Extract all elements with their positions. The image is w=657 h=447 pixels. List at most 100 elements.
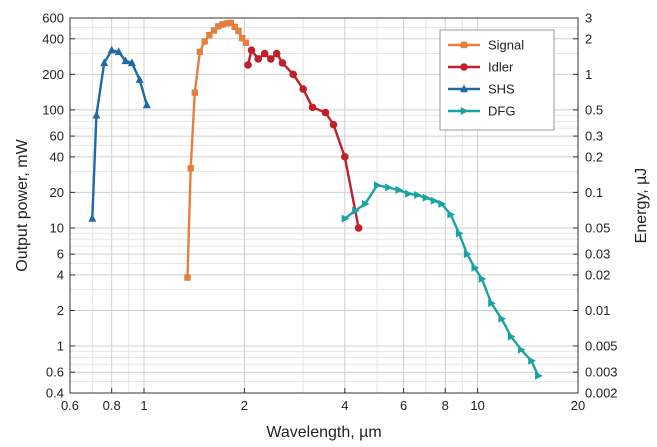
data-point-dfg	[463, 250, 472, 259]
y-tick-label: 100	[42, 102, 64, 117]
data-point-shs	[100, 58, 109, 67]
y2-tick-label: 0.2	[585, 149, 603, 164]
data-point-dfg	[471, 263, 480, 272]
legend-label-idler: Idler	[488, 60, 514, 75]
legend-item-signal: Signal	[448, 38, 524, 53]
data-point-dfg	[498, 314, 507, 323]
data-point-shs	[107, 45, 116, 54]
y2-tick-label: 1	[585, 67, 592, 82]
data-point-shs	[92, 110, 101, 119]
y-tick-label: 4	[57, 267, 64, 282]
y-tick-label: 40	[50, 149, 64, 164]
series-signal	[184, 19, 250, 281]
x-tick-label: 1	[140, 398, 147, 413]
data-point-signal	[239, 34, 246, 42]
series-shs	[88, 45, 151, 222]
legend-label-dfg: DFG	[488, 104, 515, 119]
data-point-dfg	[507, 332, 516, 341]
data-point-idler	[341, 153, 349, 161]
x-axis-title: Wavelength, µm	[266, 424, 381, 441]
series-idler	[244, 46, 363, 232]
data-point-dfg	[405, 189, 413, 198]
data-point-signal	[187, 165, 194, 172]
y2-tick-label: 0.01	[585, 303, 610, 318]
series-line-dfg	[344, 183, 540, 377]
data-point-shs	[127, 58, 136, 67]
data-point-signal	[231, 23, 238, 31]
data-point-dfg	[447, 210, 456, 219]
x-tick-label: 10	[470, 398, 484, 413]
data-point-dfg	[528, 356, 536, 365]
x-tick-label: 6	[400, 398, 407, 413]
data-point-shs	[135, 75, 144, 83]
y2-tick-label: 0.03	[585, 247, 610, 262]
plot-frame	[69, 17, 579, 394]
data-point-signal	[235, 27, 242, 35]
data-point-signal	[210, 27, 218, 34]
data-point-dfg	[455, 229, 464, 238]
legend-marker-dfg	[460, 107, 469, 115]
data-point-signal	[184, 274, 191, 281]
y-tick-label: 400	[42, 31, 64, 46]
data-point-idler	[278, 59, 287, 67]
data-point-signal	[215, 23, 222, 30]
x-tick-label: 0.6	[61, 398, 79, 413]
y-axis-title: Output power, mW	[14, 138, 31, 271]
data-point-shs	[88, 214, 97, 222]
x-tick-label: 0.8	[103, 398, 121, 413]
data-point-idler	[267, 55, 275, 63]
data-point-shs	[114, 47, 123, 56]
data-point-dfg	[373, 181, 382, 190]
x-tick-label: 20	[571, 398, 585, 413]
y2-tick-label: 0.1	[585, 185, 603, 200]
data-point-dfg	[438, 199, 447, 208]
y-tick-label: 60	[50, 129, 64, 144]
y-tick-label: 200	[42, 67, 64, 82]
data-point-dfg	[430, 196, 439, 205]
x-tick-label: 2	[241, 398, 248, 413]
data-point-signal	[206, 31, 213, 39]
legend-marker-signal	[460, 41, 468, 49]
data-point-dfg	[422, 193, 431, 202]
y-tick-label: 600	[42, 11, 64, 26]
y-tick-label: 2	[57, 303, 64, 318]
y2-tick-label: 0.002	[585, 386, 618, 401]
y2-tick-label: 0.003	[585, 365, 618, 380]
data-point-signal	[196, 48, 204, 56]
data-point-signal	[201, 38, 208, 45]
legend-item-idler: Idler	[448, 60, 514, 75]
data-point-dfg	[535, 371, 543, 380]
y-tick-label: 1	[57, 339, 64, 354]
data-point-idler	[272, 49, 281, 58]
data-point-signal	[242, 39, 250, 46]
data-point-dfg	[341, 214, 350, 223]
data-point-idler	[299, 85, 307, 93]
data-point-dfg	[414, 191, 422, 200]
legend-item-dfg: DFG	[448, 104, 515, 119]
series-dfg	[341, 181, 543, 380]
data-point-shs	[121, 56, 130, 65]
y-tick-label: 0.6	[46, 365, 64, 380]
data-point-dfg	[395, 185, 404, 194]
y-tick-label: 20	[50, 185, 64, 200]
data-point-dfg	[488, 299, 496, 308]
y-tick-label: 10	[50, 220, 64, 235]
legend-label-shs: SHS	[488, 82, 515, 97]
data-point-idler	[329, 120, 338, 129]
data-point-idler	[254, 55, 263, 63]
y2-tick-label: 0.005	[585, 339, 618, 354]
y-tick-label: 0.4	[46, 386, 64, 401]
legend-marker-idler	[460, 63, 468, 71]
data-point-shs	[142, 100, 151, 109]
series-layer	[88, 19, 543, 380]
y2-axis-title: Energy, µJ	[633, 168, 650, 244]
legend: Signal Idler SHS DFG	[439, 29, 555, 131]
y2-tick-label: 0.5	[585, 102, 603, 117]
legend-item-shs: SHS	[448, 82, 515, 97]
y2-tick-label: 0.05	[585, 220, 610, 235]
x-tick-label: 8	[442, 398, 449, 413]
data-point-signal	[191, 89, 199, 96]
y2-tick-label: 0.3	[585, 129, 603, 144]
